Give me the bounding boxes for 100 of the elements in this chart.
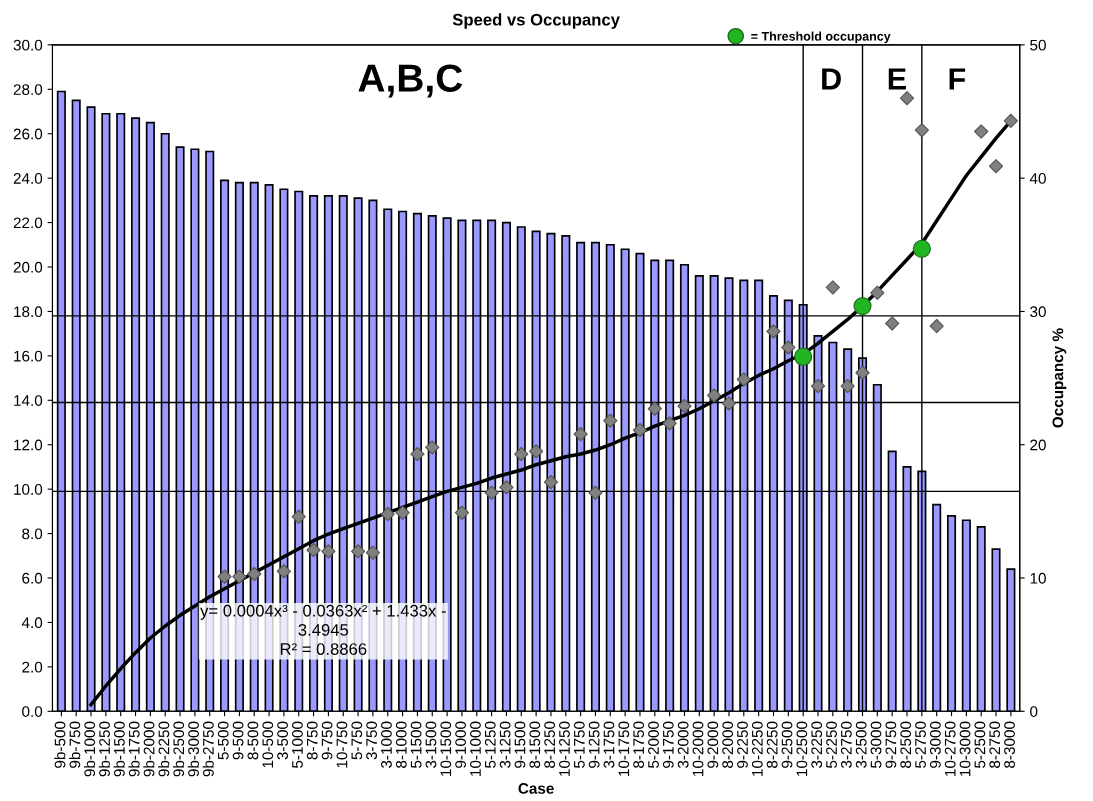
x-tick-label: 10-2000 (692, 721, 704, 776)
x-tick-label: 10-1500 (440, 721, 452, 776)
y-tick-label: 10.0 (14, 484, 43, 495)
x-tick-label: 9-1000 (455, 721, 467, 768)
y-tick-label: 28.0 (13, 84, 43, 95)
annotation: F (949, 68, 966, 90)
point (232, 569, 247, 584)
point (603, 413, 618, 428)
y-tick-label: 30.0 (13, 39, 43, 51)
point (573, 426, 588, 442)
point (677, 398, 692, 414)
point (781, 340, 796, 355)
y-tick-label: 20.0 (13, 261, 43, 273)
x-tick-label: 10-1000 (470, 721, 481, 776)
point (514, 446, 529, 462)
y-tick-label: 18.0 (14, 306, 43, 318)
x-tick-label: 9b-3000 (187, 721, 199, 777)
point (365, 545, 381, 560)
y-tick-label: 16.0 (14, 350, 43, 362)
point (929, 318, 944, 334)
point (855, 365, 870, 380)
x-tick-label: 9-1750 (662, 721, 674, 768)
x-tick-label: 9b-2250 (158, 721, 170, 777)
y2-tick-label: 40 (1029, 173, 1046, 184)
point (825, 280, 840, 295)
legend-label: = Threshold occupancy (751, 31, 891, 44)
x-tick-label: 9b-1500 (113, 721, 125, 777)
x-tick-label: 3-750 (366, 721, 378, 760)
x-tick-label: 3-2750 (840, 721, 852, 768)
x-axis-title: Case (518, 783, 554, 794)
x-tick-label: 9b-1000 (83, 721, 96, 777)
point (291, 509, 306, 524)
x-tick-label: 3-2250 (811, 721, 823, 768)
x-tick-label: 9-1250 (588, 721, 600, 768)
point (425, 440, 440, 455)
x-tick-label: 5-500 (217, 721, 229, 760)
x-tick-label: 10-1250 (559, 721, 570, 776)
point (276, 564, 292, 579)
point (380, 506, 395, 522)
x-tick-label: 3-500 (277, 721, 289, 760)
x-tick-label: 3-1250 (499, 721, 511, 768)
chart-title: Speed vs Occupancy (452, 13, 620, 29)
point (350, 544, 366, 559)
x-tick-label: 10-2500 (796, 721, 808, 776)
x-tick-label: 3-2000 (677, 721, 689, 768)
point (321, 544, 336, 559)
y-tick-label: 6.0 (22, 572, 43, 584)
x-tick-label: 10-500 (262, 721, 274, 768)
x-tick-label: 5-750 (351, 721, 363, 760)
x-tick-label: 8-1250 (544, 721, 556, 768)
y2-tick-label: 0 (1030, 706, 1038, 717)
annotation: A,B,C (358, 64, 463, 98)
point (528, 444, 544, 459)
x-tick-label: 5-1500 (410, 721, 422, 768)
x-tick-label: 9-2500 (781, 721, 793, 768)
point (794, 347, 813, 366)
x-tick-label: 9-2750 (885, 721, 897, 768)
point (899, 91, 915, 106)
point (454, 505, 470, 520)
x-tick-label: 9-500 (232, 721, 244, 760)
x-tick-label: 9b-1250 (98, 721, 110, 777)
point (840, 378, 855, 394)
y-tick-label: 4.0 (21, 617, 43, 629)
y-tick-label: 8.0 (22, 528, 43, 540)
point (736, 372, 751, 387)
point (912, 239, 931, 258)
x-tick-label: 5-1250 (484, 721, 496, 768)
x-tick-label: 10-750 (336, 721, 348, 768)
x-tick-label: 5-3000 (870, 721, 882, 768)
y2-tick-label: 20 (1030, 439, 1046, 451)
point (988, 159, 1004, 174)
point (484, 485, 499, 500)
x-tick-label: 9-1500 (514, 721, 526, 768)
x-tick-label: 5-1000 (292, 721, 303, 768)
point (974, 124, 989, 139)
x-tick-label: 8-750 (306, 721, 318, 760)
x-tick-label: 10-2250 (751, 721, 763, 776)
y2-axis-title: Occupancy % (1052, 328, 1067, 428)
point (810, 378, 826, 394)
point (499, 480, 514, 495)
x-tick-label: 8-2250 (766, 721, 778, 768)
y2-tick-label: 30 (1030, 306, 1046, 318)
x-tick-label: 8-2750 (989, 721, 1001, 768)
point (1003, 113, 1019, 128)
x-tick-label: 9b-500 (54, 721, 66, 768)
x-tick-label: 3-1750 (603, 721, 615, 768)
point (914, 123, 929, 138)
x-tick-label: 5-2250 (826, 721, 837, 768)
point (885, 316, 900, 331)
x-tick-label: 5-2500 (974, 721, 986, 768)
x-tick-label: 8-1500 (529, 721, 541, 768)
x-tick-label: 3-1500 (425, 721, 437, 768)
y-tick-label: 26.0 (13, 128, 43, 140)
x-tick-label: 8-500 (247, 721, 259, 760)
point (247, 566, 262, 582)
point (306, 542, 321, 558)
point (395, 505, 410, 520)
x-tick-label: 9-2250 (737, 721, 748, 768)
point (662, 416, 677, 431)
x-tick-label: 3-2500 (855, 721, 867, 768)
